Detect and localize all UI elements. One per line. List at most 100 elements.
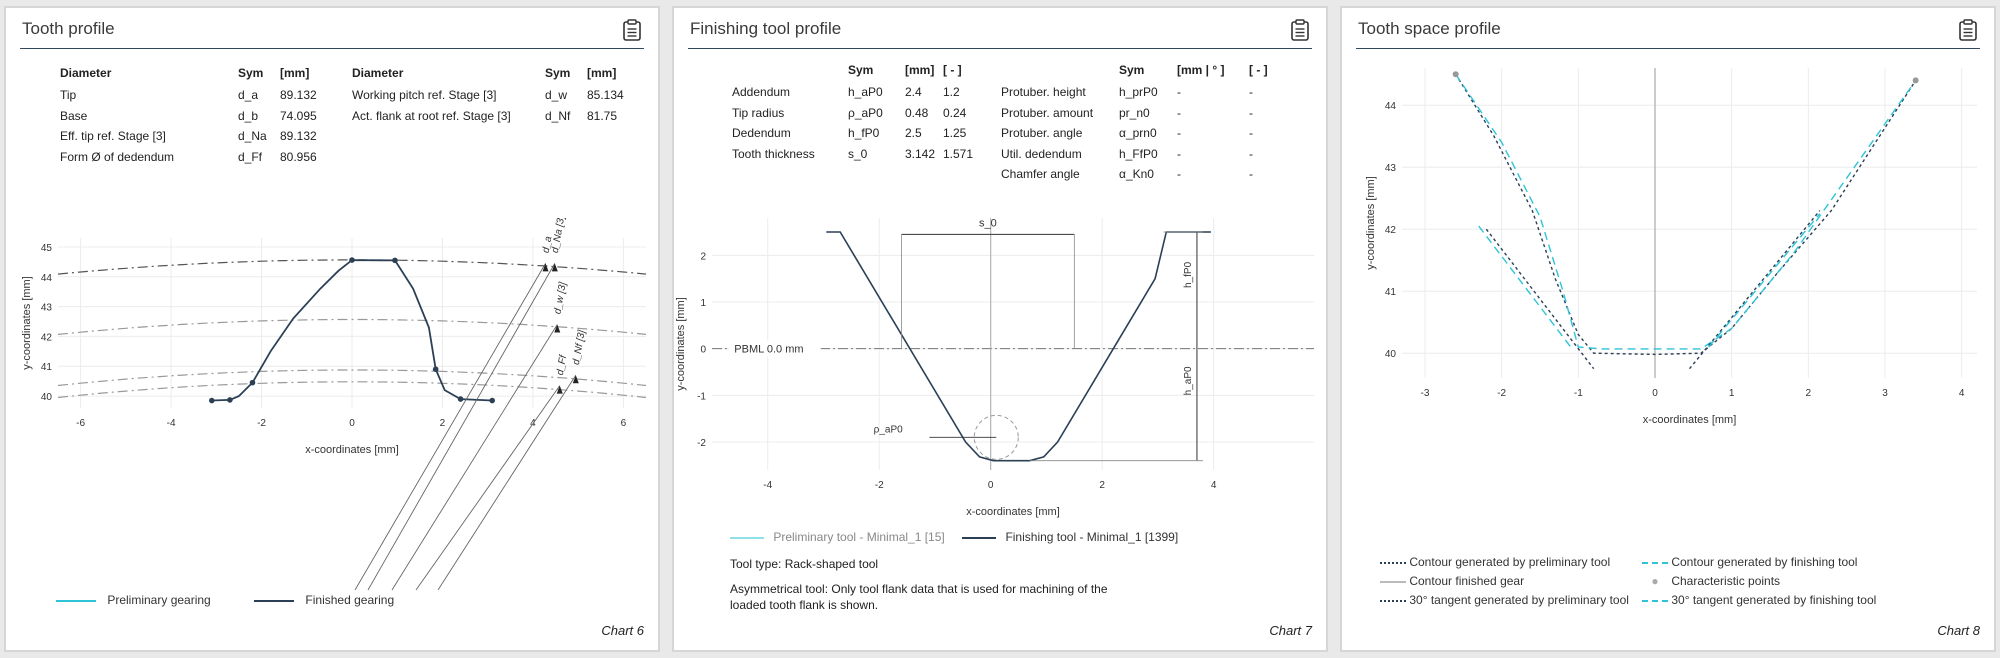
table-cell: 0.48 [905, 105, 929, 120]
col-header: [ - ] [943, 63, 962, 77]
series-line-1 [1455, 73, 1917, 350]
table-cell [732, 167, 848, 188]
data-point [489, 397, 496, 404]
row-label: Working pitch ref. Stage [3] [352, 88, 497, 102]
x-tick-label: -2 [1497, 388, 1506, 399]
chart-caption: Chart 6 [601, 623, 644, 638]
col-header: Diameter [352, 66, 404, 80]
data-point [432, 366, 439, 373]
x-tick-label: 2 [1806, 388, 1812, 399]
data-point [349, 257, 355, 263]
legend-label: Contour generated by finishing tool [1671, 555, 1858, 569]
table-row: Chamfer angle α_Kn0 - - [732, 167, 1279, 188]
series-line-0 [1455, 73, 1917, 356]
s0-label: s_0 [979, 217, 997, 229]
table-cell: α_Kn0 [1119, 167, 1154, 181]
legend-prelim-contour-swatch [1380, 561, 1406, 564]
table-row: Addendum h_aP0 2.4 1.2 Protuber. height h_prP… [732, 85, 1279, 106]
legend-finish-contour-swatch [1642, 561, 1668, 564]
legend-finished-swatch [254, 599, 295, 602]
title-divider [20, 48, 644, 49]
y-tick-label: 2 [700, 251, 706, 262]
row-sym: d_Ff [238, 149, 263, 164]
table-row: Dedendum h_fP0 2.5 1.25 Protuber. angle α_prn… [732, 126, 1279, 147]
circle-label: d_Ff [555, 353, 570, 376]
series-line-5 [1708, 213, 1821, 348]
h-fp0-label: h_fP0 [1183, 261, 1194, 288]
table-cell: ρ_aP0 [848, 105, 883, 120]
table-cell: 3.142 [905, 146, 936, 161]
y-tick-label: 0 [700, 345, 706, 356]
table-cell: - [1249, 146, 1253, 161]
row-label: Eff. tip ref. Stage [3] [60, 129, 166, 143]
row-sym: d_Na [238, 129, 267, 143]
table-cell: - [1177, 146, 1181, 161]
panel-title: Tooth space profile [1358, 19, 1501, 38]
tooth-space-panel: Tooth space profile -3 -2 -1 0 1 2 3 4 40 41 42 43 4… [1340, 6, 1996, 652]
row-value: 85.134 [587, 88, 624, 102]
circle-d_w [57, 318, 647, 335]
leader-line [391, 324, 558, 591]
x-tick-label: -2 [257, 418, 266, 429]
y-tick-label: 43 [41, 303, 53, 314]
y-axis-label: y-coordinates [mm] [1365, 176, 1377, 270]
x-tick-label: 3 [1882, 388, 1888, 399]
y-tick-label: 43 [1385, 163, 1397, 174]
row-value: 89.132 [280, 129, 317, 143]
x-tick-label: -4 [167, 418, 176, 429]
finished-gearing-line [211, 259, 493, 402]
col-header: Sym [1119, 63, 1145, 77]
table-cell: - [1177, 85, 1181, 99]
circle-label: d_Na [3] [550, 218, 567, 254]
leader-arrow [572, 375, 579, 384]
finishing-tool-panel: Finishing tool profile Sym [mm] [ - ] Sy… [672, 6, 1328, 652]
tool-data-table: Sym [mm] [ - ] Sym [mm | ° ] [ - ] Adden… [732, 63, 1279, 188]
table-cell: 1.2 [943, 85, 960, 99]
x-tick-label: 4 [1211, 480, 1217, 491]
col-header: [mm] [587, 66, 617, 80]
row-sym: d_Nf [545, 108, 571, 123]
tooth-space-chart: -3 -2 -1 0 1 2 3 4 40 41 42 43 44 x-coordinates [mm] y… [1365, 68, 1977, 426]
legend-point-swatch: ● [1651, 574, 1659, 588]
clipboard-icon[interactable] [622, 19, 642, 41]
x-tick-label: 2 [440, 418, 446, 429]
table-cell: - [1177, 126, 1181, 140]
x-tick-label: 0 [1652, 388, 1658, 399]
table-row: Tip radius ρ_aP0 0.48 0.24 Protuber. amount p… [732, 106, 1279, 127]
chart-caption: Chart 7 [1269, 623, 1312, 638]
tool-profile-chart: -4 -2 0 2 4 -2 -1 0 1 2 x-coordinates [mm] y-coordi… [675, 217, 1314, 518]
row-value: 80.956 [280, 149, 317, 164]
table-cell: Tooth thickness [732, 146, 815, 161]
leader-line [437, 374, 577, 591]
y-axis-label: y-coordinates [mm] [675, 297, 687, 391]
series-line-4 [1688, 210, 1821, 370]
data-point [227, 397, 233, 403]
table-cell: - [1249, 167, 1253, 181]
row-sym: d_a [238, 88, 259, 102]
clipboard-icon[interactable] [1958, 19, 1978, 41]
legend-label: Contour generated by preliminary tool [1409, 555, 1611, 569]
table-cell [905, 167, 943, 188]
y-tick-label: 44 [1385, 101, 1397, 112]
table-cell: 0.24 [943, 105, 967, 120]
table-cell: h_fP0 [848, 126, 880, 140]
y-tick-label: -1 [697, 391, 706, 402]
table-cell: 1.25 [943, 126, 967, 140]
legend: Preliminary gearing Finished gearing [56, 593, 394, 607]
table-cell: h_FfP0 [1119, 146, 1158, 161]
col-header: [mm] [905, 63, 935, 77]
legend-label: Preliminary gearing [107, 593, 211, 607]
table-cell [848, 167, 905, 188]
title-divider [1356, 48, 1980, 49]
table-cell: Dedendum [732, 126, 791, 140]
pbml-label: PBML 0.0 mm [734, 344, 803, 356]
x-tick-label: -1 [1574, 388, 1583, 399]
y-tick-label: 40 [1385, 349, 1397, 360]
row-label: Form Ø of dedendum [60, 149, 175, 164]
table-cell: α_prn0 [1119, 126, 1157, 140]
x-tick-label: -6 [76, 418, 85, 429]
y-tick-label: 1 [700, 298, 706, 309]
data-point [249, 379, 256, 386]
col-header: Sym [848, 63, 874, 77]
clipboard-icon[interactable] [1290, 19, 1310, 41]
